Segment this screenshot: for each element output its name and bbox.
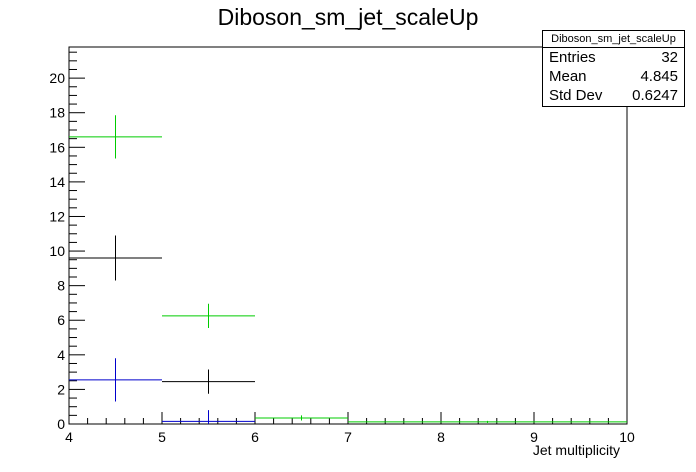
y-tick-label: 20	[49, 70, 65, 86]
stats-row-mean: Mean 4.845	[543, 67, 684, 86]
y-tick-label: 10	[49, 243, 65, 259]
x-tick-label: 9	[530, 429, 538, 445]
x-axis-label: Jet multiplicity	[532, 442, 620, 458]
y-tick-label: 4	[57, 347, 65, 363]
chart-title: Diboson_sm_jet_scaleUp	[217, 4, 479, 30]
stats-value: 0.6247	[632, 87, 678, 104]
y-tick-label: 0	[57, 416, 65, 432]
x-tick-label: 4	[65, 429, 73, 445]
y-tick-label: 16	[49, 139, 65, 155]
stats-row-entries: Entries 32	[543, 48, 684, 67]
stats-label: Entries	[549, 49, 596, 66]
stats-value: 4.845	[640, 68, 678, 85]
x-tick-label: 5	[158, 429, 166, 445]
stats-box-title: Diboson_sm_jet_scaleUp	[543, 31, 684, 48]
y-tick-label: 14	[49, 174, 65, 190]
y-tick-label: 8	[57, 278, 65, 294]
x-tick-label: 6	[251, 429, 259, 445]
x-tick-label: 8	[437, 429, 445, 445]
y-tick-label: 12	[49, 208, 65, 224]
y-tick-label: 6	[57, 312, 65, 328]
x-tick-label: 7	[344, 429, 352, 445]
stats-value: 32	[661, 49, 678, 66]
y-tick-label: 2	[57, 381, 65, 397]
x-tick-label: 10	[619, 429, 635, 445]
stats-label: Std Dev	[549, 87, 603, 104]
stats-label: Mean	[549, 68, 587, 85]
y-tick-label: 18	[49, 105, 65, 121]
stats-row-stddev: Std Dev 0.6247	[543, 86, 684, 105]
stats-box: Diboson_sm_jet_scaleUp Entries 32 Mean 4…	[542, 30, 685, 107]
